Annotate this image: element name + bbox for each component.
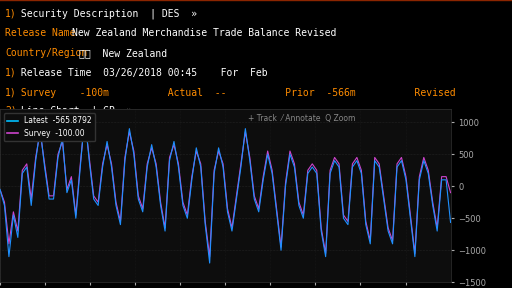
Legend: Latest  -565.8792, Survey  -100.00: Latest -565.8792, Survey -100.00 (4, 113, 95, 141)
Text: New Zealand Merchandise Trade Balance Revised: New Zealand Merchandise Trade Balance Re… (72, 29, 336, 39)
Text: 2): 2) (5, 105, 17, 115)
Text: Release Name: Release Name (5, 29, 76, 39)
Text: Line Chart  | GP  »: Line Chart | GP » (15, 105, 133, 115)
Text: 1): 1) (5, 9, 17, 19)
Text: + Track  ⁄ Annotate  Q Zoom: + Track ⁄ Annotate Q Zoom (248, 113, 356, 123)
Text: 🇳🇿  New Zealand: 🇳🇿 New Zealand (79, 48, 167, 58)
Text: 1): 1) (5, 88, 17, 98)
Text: Release Time  03/26/2018 00:45    For  Feb: Release Time 03/26/2018 00:45 For Feb (15, 68, 268, 78)
Text: Country/Region: Country/Region (5, 48, 88, 58)
Text: Survey    -100m          Actual  --          Prior  -566m          Revised: Survey -100m Actual -- Prior -566m Revis… (15, 88, 456, 98)
Text: 1): 1) (5, 68, 17, 78)
Text: Security Description  | DES  »: Security Description | DES » (15, 9, 198, 19)
